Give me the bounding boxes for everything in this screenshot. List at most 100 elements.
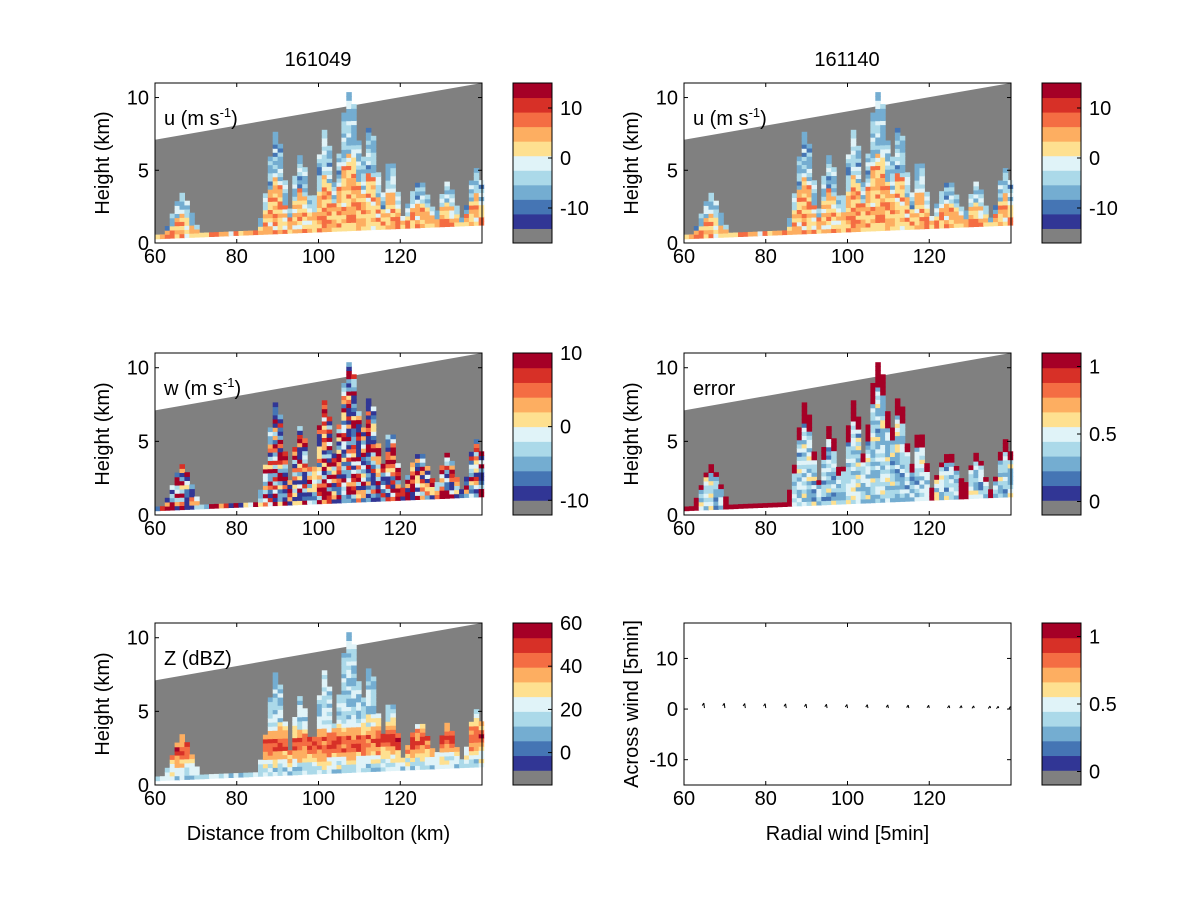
field-cell <box>302 228 308 233</box>
field-cell <box>860 186 867 192</box>
field-cell <box>346 366 352 371</box>
field-cell <box>939 215 945 221</box>
field-cell <box>454 477 460 482</box>
field-cell <box>346 727 352 732</box>
field-cell <box>890 448 896 453</box>
field-cell <box>380 737 387 743</box>
field-cell <box>865 490 871 496</box>
field-cell <box>370 705 377 711</box>
field-cell <box>380 192 387 198</box>
field-cell <box>855 190 862 196</box>
field-cell <box>953 198 960 204</box>
field-cell <box>316 199 323 204</box>
field-cell <box>983 477 989 482</box>
field-cell <box>307 741 313 746</box>
field-cell <box>429 214 436 220</box>
field-cell <box>875 473 881 479</box>
field-cell <box>277 468 284 473</box>
field-cell <box>948 190 955 196</box>
field-cell <box>831 203 837 209</box>
field-cell <box>365 746 372 752</box>
field-cell <box>464 217 470 223</box>
field-cell <box>850 227 857 233</box>
field-cell <box>321 186 328 192</box>
field-cell <box>326 699 333 704</box>
field-cell <box>375 762 382 768</box>
field-cell <box>836 215 842 221</box>
field-cell <box>351 390 357 396</box>
field-cell <box>429 756 436 762</box>
field-cell <box>806 488 813 494</box>
colorbar-segment <box>1042 199 1081 215</box>
field-cell <box>370 676 377 682</box>
field-cell <box>473 721 480 727</box>
field-cell <box>713 221 719 226</box>
field-cell <box>326 765 333 770</box>
field-cell <box>1007 488 1014 494</box>
x-tick-label: 80 <box>226 788 248 810</box>
field-cell <box>924 487 930 493</box>
field-cell <box>693 506 700 511</box>
field-cell <box>419 756 426 762</box>
field-cell <box>326 470 333 475</box>
field-cells <box>155 362 485 512</box>
field-cell <box>698 221 705 227</box>
field-cell <box>297 159 303 164</box>
colorbar-tick-label: 60 <box>560 613 582 635</box>
field-cell <box>880 378 886 384</box>
field-cell <box>346 362 352 367</box>
field-cell <box>341 706 347 712</box>
field-cell <box>875 222 881 228</box>
field-cell <box>267 489 274 494</box>
field-cell <box>164 497 171 503</box>
field-cell <box>944 182 950 188</box>
field-cell <box>370 763 377 768</box>
field-cell <box>375 217 382 222</box>
field-cell <box>184 742 190 747</box>
field-cell <box>267 763 274 769</box>
field-cell <box>356 181 362 186</box>
field-cell <box>258 772 264 777</box>
field-cell <box>713 505 719 510</box>
field-cell <box>282 451 288 457</box>
field-cell <box>361 714 367 719</box>
field-cell <box>272 229 279 235</box>
field-cell <box>262 209 269 215</box>
field-cell <box>478 480 485 485</box>
field-cell <box>336 469 342 475</box>
field-cell <box>336 161 342 167</box>
field-cell <box>924 471 930 477</box>
field-cell <box>375 497 382 502</box>
field-cell <box>894 205 901 210</box>
field-cell <box>316 441 323 447</box>
panel-label: w (m s-1) <box>163 375 241 400</box>
field-cell <box>258 502 264 507</box>
field-cell <box>365 738 372 744</box>
field-cell <box>297 696 303 701</box>
field-cell <box>277 229 284 235</box>
field-cell <box>845 491 852 496</box>
field-cell <box>282 729 288 735</box>
field-cell <box>914 484 920 489</box>
field-cell <box>875 124 881 130</box>
field-cell <box>356 185 362 190</box>
field-cell <box>282 746 288 751</box>
field-cell <box>831 475 837 481</box>
field-cell <box>415 211 421 216</box>
field-cells <box>155 632 485 782</box>
field-cell <box>351 423 357 429</box>
field-cell <box>292 220 298 226</box>
field-cell <box>370 730 377 735</box>
field-cell <box>390 721 396 726</box>
field-cell <box>297 733 303 738</box>
field-cell <box>277 742 284 747</box>
field-cell <box>410 757 416 762</box>
field-cell <box>801 484 808 490</box>
field-cell <box>341 690 347 695</box>
field-cell <box>184 501 190 506</box>
field-cell <box>346 722 352 728</box>
field-cell <box>385 196 391 201</box>
field-cell <box>277 152 284 157</box>
field-cell <box>875 444 881 450</box>
field-cell <box>831 467 837 472</box>
